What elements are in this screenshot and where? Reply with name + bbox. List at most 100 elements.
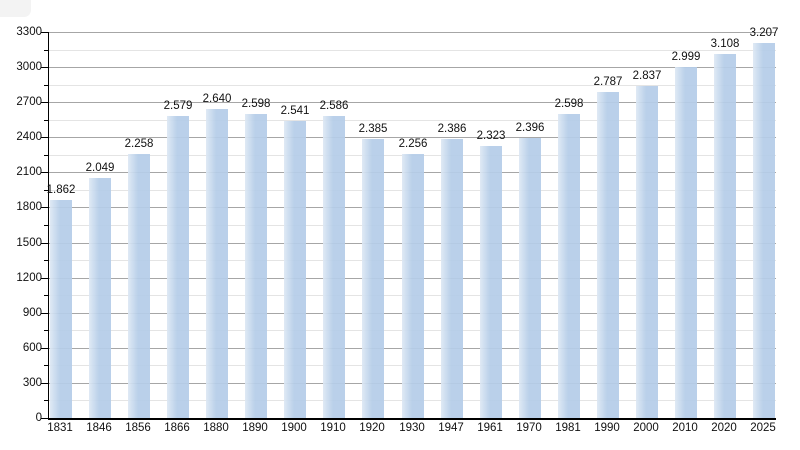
y-tick-label: 1800 — [16, 201, 42, 213]
bar-value-label: 2.385 — [358, 123, 388, 135]
y-minor-tick — [44, 50, 48, 51]
y-tick-label: 1200 — [16, 272, 42, 284]
bar-value-label: 2.323 — [476, 130, 506, 142]
x-tick-label: 2025 — [750, 422, 776, 434]
bar — [50, 200, 72, 418]
major-gridline — [49, 67, 776, 68]
bar — [753, 43, 775, 418]
bar — [636, 86, 658, 418]
bar-value-label: 2.579 — [163, 100, 193, 112]
y-major-tick — [41, 243, 48, 244]
minor-gridline — [49, 50, 776, 51]
x-tick-label: 1890 — [242, 422, 268, 434]
bar — [480, 146, 502, 418]
major-gridline — [49, 102, 776, 103]
y-major-tick — [41, 137, 48, 138]
x-tick-label: 1930 — [399, 422, 425, 434]
bar-value-label: 2.837 — [632, 70, 662, 82]
y-minor-tick — [44, 330, 48, 331]
x-tick-label: 1981 — [555, 422, 581, 434]
x-tick-label: 2010 — [672, 422, 698, 434]
bar — [714, 54, 736, 418]
bar — [167, 116, 189, 418]
x-tick-label: 1880 — [203, 422, 229, 434]
y-major-tick — [41, 348, 48, 349]
bar-value-label: 2.541 — [280, 105, 310, 117]
bar — [323, 116, 345, 418]
y-minor-tick — [44, 295, 48, 296]
x-tick-label: 1831 — [47, 422, 73, 434]
bar-value-label: 2.396 — [515, 122, 545, 134]
x-tick-label: 1866 — [164, 422, 190, 434]
minor-gridline — [49, 85, 776, 86]
y-tick-label: 900 — [22, 307, 42, 319]
x-tick-label: 1900 — [281, 422, 307, 434]
y-major-tick — [41, 67, 48, 68]
bar — [597, 92, 619, 418]
y-tick-label: 2400 — [16, 131, 42, 143]
bar — [558, 114, 580, 418]
y-tick-label: 2700 — [16, 96, 42, 108]
bar — [362, 139, 384, 418]
y-minor-tick — [44, 155, 48, 156]
y-minor-tick — [44, 225, 48, 226]
bar — [675, 67, 697, 418]
x-tick-label: 1910 — [320, 422, 346, 434]
bar-value-label: 2.999 — [671, 51, 701, 63]
y-major-tick — [41, 207, 48, 208]
y-major-tick — [41, 383, 48, 384]
y-minor-tick — [44, 400, 48, 401]
bar-value-label: 3.207 — [749, 27, 779, 39]
bar-value-label: 2.386 — [437, 123, 467, 135]
corner-artifact — [0, 0, 31, 17]
y-tick-label: 1500 — [16, 237, 42, 249]
x-tick-label: 1856 — [125, 422, 151, 434]
x-tick-label: 1947 — [438, 422, 464, 434]
bar — [128, 154, 150, 418]
bar-value-label: 2.256 — [398, 138, 428, 150]
bar — [519, 138, 541, 418]
y-minor-tick — [44, 85, 48, 86]
y-tick-label: 3300 — [16, 26, 42, 38]
y-major-tick — [41, 32, 48, 33]
bar-value-label: 2.598 — [554, 98, 584, 110]
y-tick-label: 600 — [22, 342, 42, 354]
bar-value-label: 2.586 — [319, 100, 349, 112]
x-tick-label: 2020 — [711, 422, 737, 434]
bar — [441, 139, 463, 418]
y-major-tick — [41, 102, 48, 103]
minor-gridline — [49, 120, 776, 121]
x-tick-label: 1961 — [477, 422, 503, 434]
y-tick-label: 300 — [22, 377, 42, 389]
bar — [402, 154, 424, 418]
major-gridline — [49, 32, 776, 33]
x-tick-label: 1970 — [516, 422, 542, 434]
y-major-tick — [41, 418, 48, 419]
bar-value-label: 2.640 — [202, 93, 232, 105]
bar — [245, 114, 267, 418]
y-major-tick — [41, 278, 48, 279]
x-tick-label: 1846 — [86, 422, 112, 434]
bar-value-label: 3.108 — [710, 38, 740, 50]
bar-value-label: 2.598 — [241, 98, 271, 110]
bar-value-label: 2.258 — [124, 138, 154, 150]
bar — [206, 109, 228, 418]
bar-value-label: 2.787 — [593, 76, 623, 88]
y-minor-tick — [44, 120, 48, 121]
y-tick-label: 2100 — [16, 166, 42, 178]
major-gridline — [49, 137, 776, 138]
bar — [89, 178, 111, 418]
x-tick-label: 2000 — [633, 422, 659, 434]
x-tick-label: 1990 — [594, 422, 620, 434]
bar — [284, 121, 306, 418]
y-minor-tick — [44, 190, 48, 191]
y-major-tick — [41, 172, 48, 173]
y-tick-label: 3000 — [16, 61, 42, 73]
bar-value-label: 1.862 — [46, 184, 76, 196]
y-major-tick — [41, 313, 48, 314]
y-tick-label: 0 — [35, 412, 42, 424]
bar-value-label: 2.049 — [85, 162, 115, 174]
x-tick-label: 1920 — [359, 422, 385, 434]
y-minor-tick — [44, 365, 48, 366]
